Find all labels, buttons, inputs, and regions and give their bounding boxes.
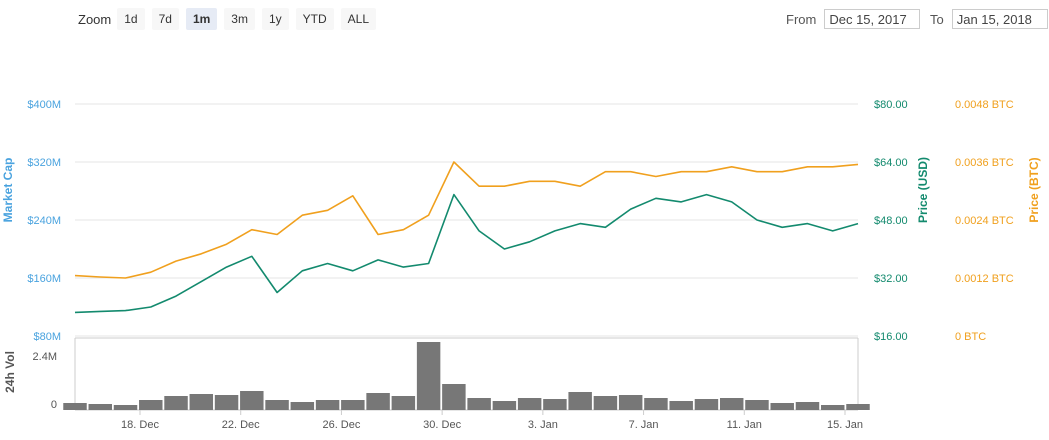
volume-bar: [139, 400, 163, 410]
x-tick-label: 26. Dec: [322, 419, 360, 431]
volume-bar: [240, 391, 264, 410]
zoom-label: Zoom: [78, 11, 112, 27]
x-tick-label: 3. Jan: [528, 419, 558, 431]
price-btc-tick-label: 0.0048 BTC: [955, 99, 1014, 111]
volume-bar: [442, 384, 466, 410]
price-btc-tick-label: 0.0036 BTC: [955, 157, 1014, 169]
zoom-1m-button[interactable]: 1m: [185, 8, 218, 30]
volume-bar: [290, 402, 315, 410]
volume-axis-title: 24h Vol: [3, 351, 17, 393]
volume-bar: [315, 400, 340, 410]
volume-bar: [164, 396, 188, 410]
price-usd-line: [74, 193, 859, 314]
market-cap-tick-label: $400M: [27, 99, 61, 111]
volume-bar: [366, 393, 390, 410]
price-usd-axis-title: Price (USD): [916, 157, 930, 223]
market-cap-tick-label: $240M: [27, 215, 61, 227]
volume-bar: [821, 405, 845, 410]
price-btc-line: [74, 161, 859, 279]
volume-bar: [467, 398, 491, 410]
price-btc-tick-label: 0 BTC: [955, 331, 986, 343]
volume-bar: [517, 398, 542, 410]
zoom-3m-button[interactable]: 3m: [224, 8, 255, 30]
volume-tick-label: 2.4M: [33, 351, 57, 363]
volume-bar: [341, 400, 365, 410]
x-tick-label: 22. Dec: [222, 419, 260, 431]
x-tick-label: 15. Jan: [827, 419, 863, 431]
zoom-controls: Zoom 1d 7d 1m 3m 1y YTD ALL: [78, 8, 383, 30]
market-cap-tick-label: $320M: [27, 157, 61, 169]
volume-bar: [63, 403, 87, 410]
range-to-label: To: [930, 11, 944, 27]
price-btc-tick-label: 0.0012 BTC: [955, 273, 1014, 285]
range-from: From: [786, 8, 921, 30]
volume-bar: [113, 405, 138, 410]
volume-bar: [492, 401, 517, 410]
x-tick-label: 18. Dec: [121, 419, 159, 431]
volume-bar: [265, 400, 289, 410]
zoom-all-button[interactable]: ALL: [340, 8, 377, 30]
volume-bar: [543, 399, 567, 410]
x-tick-label: 7. Jan: [629, 419, 659, 431]
market-cap-axis-title: Market Cap: [1, 158, 15, 223]
volume-bar: [669, 401, 693, 410]
volume-bar: [391, 396, 416, 410]
x-tick-label: 11. Jan: [727, 419, 762, 431]
zoom-1y-button[interactable]: 1y: [261, 8, 289, 30]
volume-bar: [593, 396, 618, 410]
volume-bar: [568, 392, 592, 410]
zoom-7d-button[interactable]: 7d: [151, 8, 179, 30]
price-usd-tick-label: $48.00: [874, 215, 908, 227]
price-usd-tick-label: $16.00: [874, 331, 908, 343]
volume-bar: [795, 402, 820, 410]
x-tick-label: 30. Dec: [423, 419, 461, 431]
market-cap-tick-label: $160M: [27, 273, 61, 285]
price-usd-tick-label: $80.00: [874, 99, 908, 111]
range-from-input[interactable]: [824, 9, 921, 29]
range-to: To: [930, 8, 1048, 30]
volume-bar: [770, 403, 794, 410]
price-usd-tick-label: $64.00: [874, 157, 908, 169]
volume-bar: [719, 398, 744, 410]
volume-tick-label: 0: [51, 399, 57, 411]
price-usd-tick-label: $32.00: [874, 273, 908, 285]
volume-bar: [88, 404, 112, 410]
volume-bar: [618, 395, 643, 410]
volume-bar: [189, 394, 214, 410]
range-to-input[interactable]: [951, 9, 1048, 29]
volume-bar: [214, 395, 239, 410]
volume-bar: [694, 399, 719, 410]
zoom-ytd-button[interactable]: YTD: [295, 8, 334, 30]
volume-bar: [745, 400, 769, 410]
price-btc-axis-title: Price (BTC): [1027, 157, 1041, 222]
volume-bar: [416, 342, 441, 410]
zoom-1d-button[interactable]: 1d: [117, 8, 145, 30]
volume-bar: [846, 404, 870, 410]
range-from-label: From: [786, 11, 817, 27]
market-cap-tick-label: $80M: [33, 331, 61, 343]
volume-bar: [644, 398, 668, 410]
price-btc-tick-label: 0.0024 BTC: [955, 215, 1014, 227]
